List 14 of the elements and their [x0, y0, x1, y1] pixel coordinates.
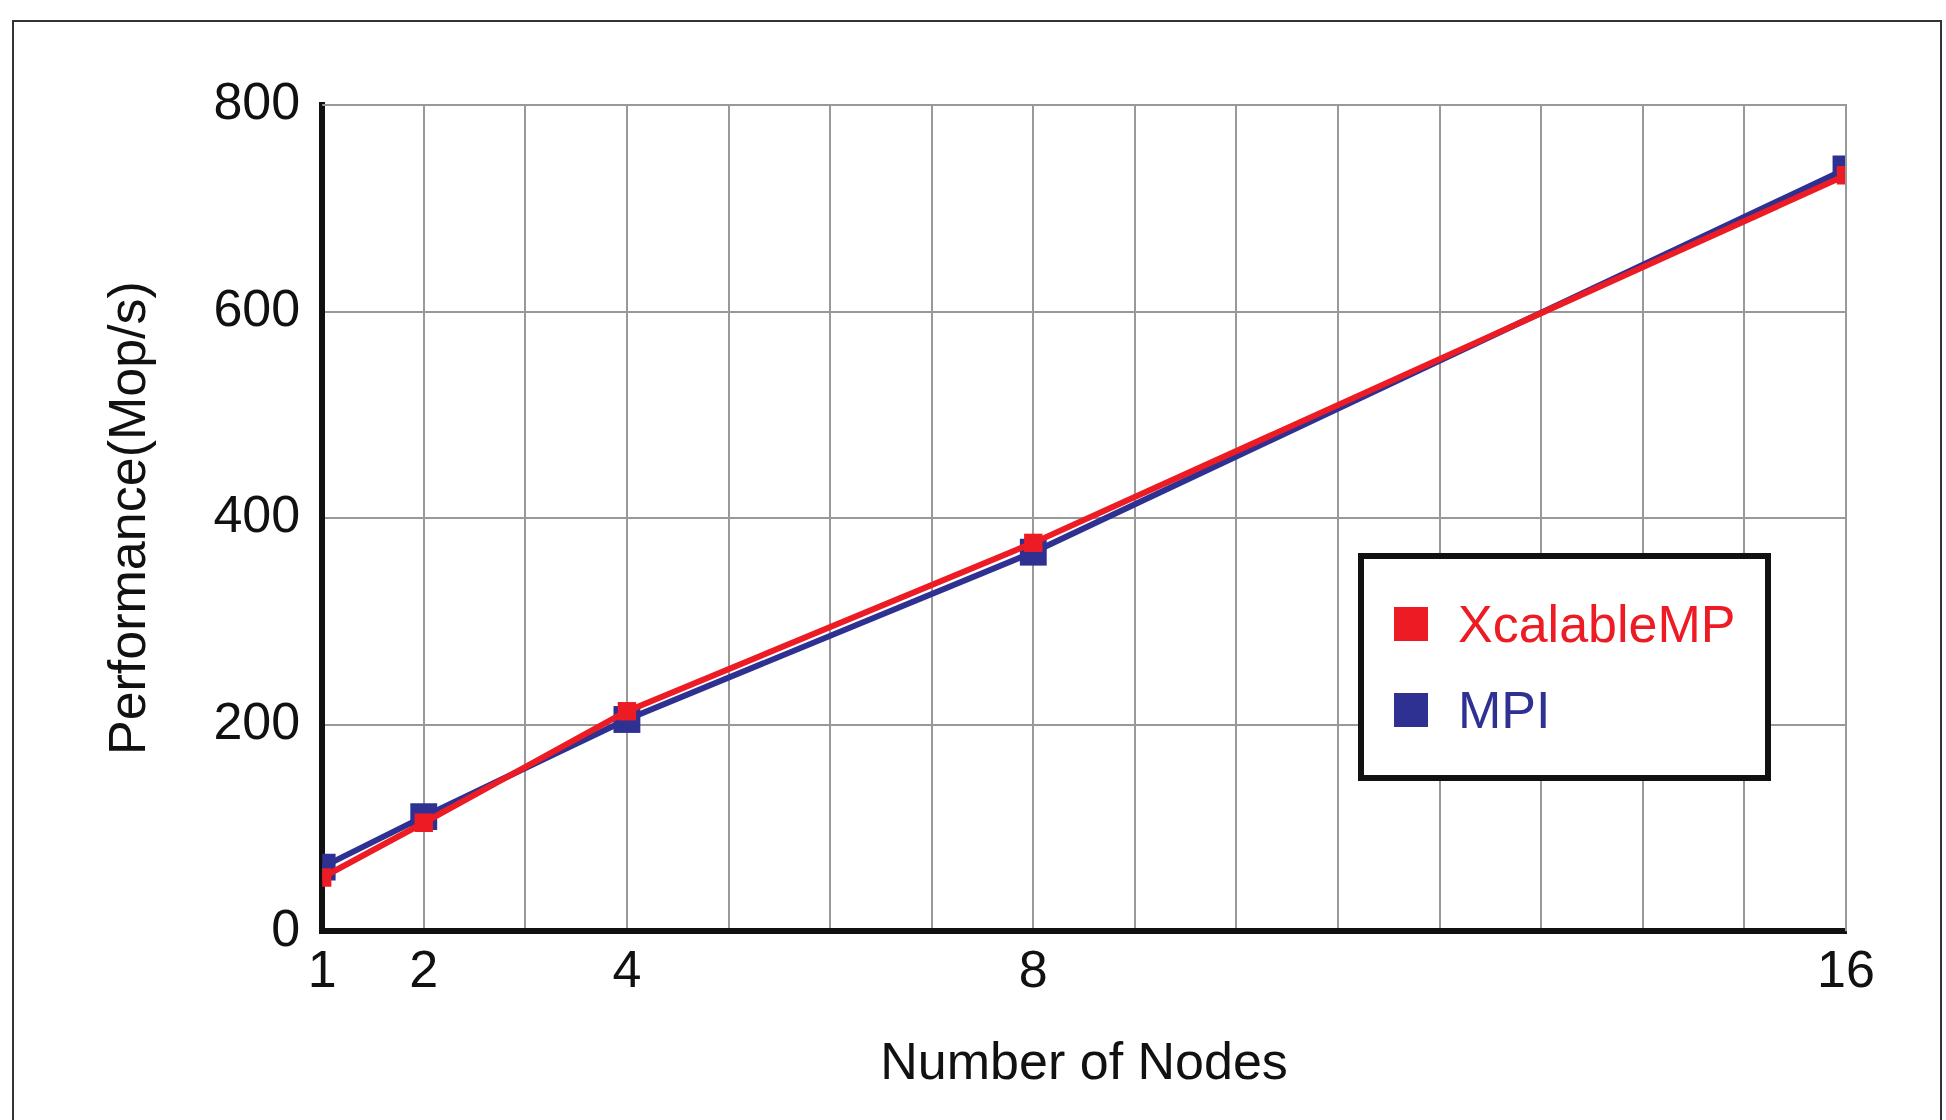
- x-axis-title: Number of Nodes: [880, 1032, 1288, 1091]
- legend-label: MPI: [1458, 680, 1551, 742]
- y-tick-label: 600: [213, 278, 301, 337]
- y-tick-label: 0: [271, 898, 301, 957]
- x-tick-label: 8: [1018, 939, 1048, 998]
- legend-label: XcalableMP: [1458, 594, 1736, 656]
- y-axis-title: Performance(Mop/s): [97, 281, 156, 756]
- y-tick-label: 800: [213, 72, 301, 131]
- x-tick-label: 4: [612, 939, 642, 998]
- x-tick-label: 1: [307, 939, 337, 998]
- y-tick-label: 200: [213, 691, 301, 750]
- x-tick-label: 16: [1817, 939, 1875, 998]
- y-tick-label: 400: [213, 485, 301, 544]
- x-tick-label: 2: [409, 939, 439, 998]
